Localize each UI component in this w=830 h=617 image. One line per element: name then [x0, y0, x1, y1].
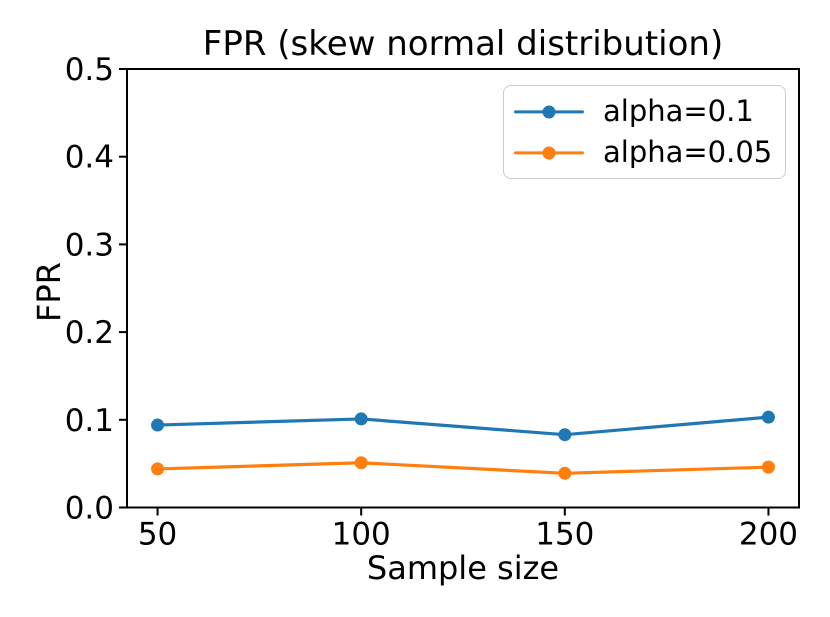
legend-line-marker-icon — [514, 146, 584, 160]
y-tick-label: 0.0 — [65, 491, 114, 527]
legend-entry-alpha-0-05: alpha=0.05 — [504, 133, 785, 173]
data-point-alpha=0.1-x150 — [558, 428, 572, 442]
legend-marker-dot-icon — [542, 105, 556, 118]
y-tick-label: 0.5 — [65, 52, 114, 88]
data-point-alpha=0.05-x200 — [761, 460, 775, 474]
x-tick-label: 150 — [535, 517, 594, 553]
y-tick-label: 0.1 — [65, 403, 114, 439]
axes-spines — [126, 68, 800, 509]
legend-label: alpha=0.05 — [603, 135, 773, 169]
x-axis-label: Sample size — [366, 549, 560, 587]
legend-label: alpha=0.1 — [603, 94, 754, 128]
data-point-alpha=0.05-x150 — [558, 466, 572, 480]
legend-line-marker-icon — [514, 105, 584, 119]
data-point-alpha=0.05-x50 — [151, 462, 165, 476]
series-line-alpha=0.1 — [157, 415, 769, 437]
chart-title: FPR (skew normal distribution) — [202, 24, 724, 64]
data-point-alpha=0.1-x200 — [761, 410, 775, 424]
x-tick-label: 50 — [138, 517, 177, 553]
x-tick-label: 100 — [332, 517, 391, 553]
data-point-alpha=0.1-x100 — [354, 412, 368, 426]
legend-marker-dot-icon — [542, 146, 556, 159]
y-tick-label: 0.2 — [65, 315, 114, 351]
data-point-alpha=0.1-x50 — [151, 418, 165, 432]
y-tick-label: 0.3 — [65, 227, 114, 263]
legend-entry-alpha-0-1: alpha=0.1 — [504, 92, 785, 132]
series-line-alpha=0.05 — [157, 461, 769, 475]
data-point-alpha=0.05-x100 — [354, 456, 368, 470]
x-tick-label: 200 — [739, 517, 798, 553]
legend: alpha=0.1 alpha=0.05 — [503, 85, 786, 179]
y-tick-label: 0.4 — [65, 140, 114, 176]
